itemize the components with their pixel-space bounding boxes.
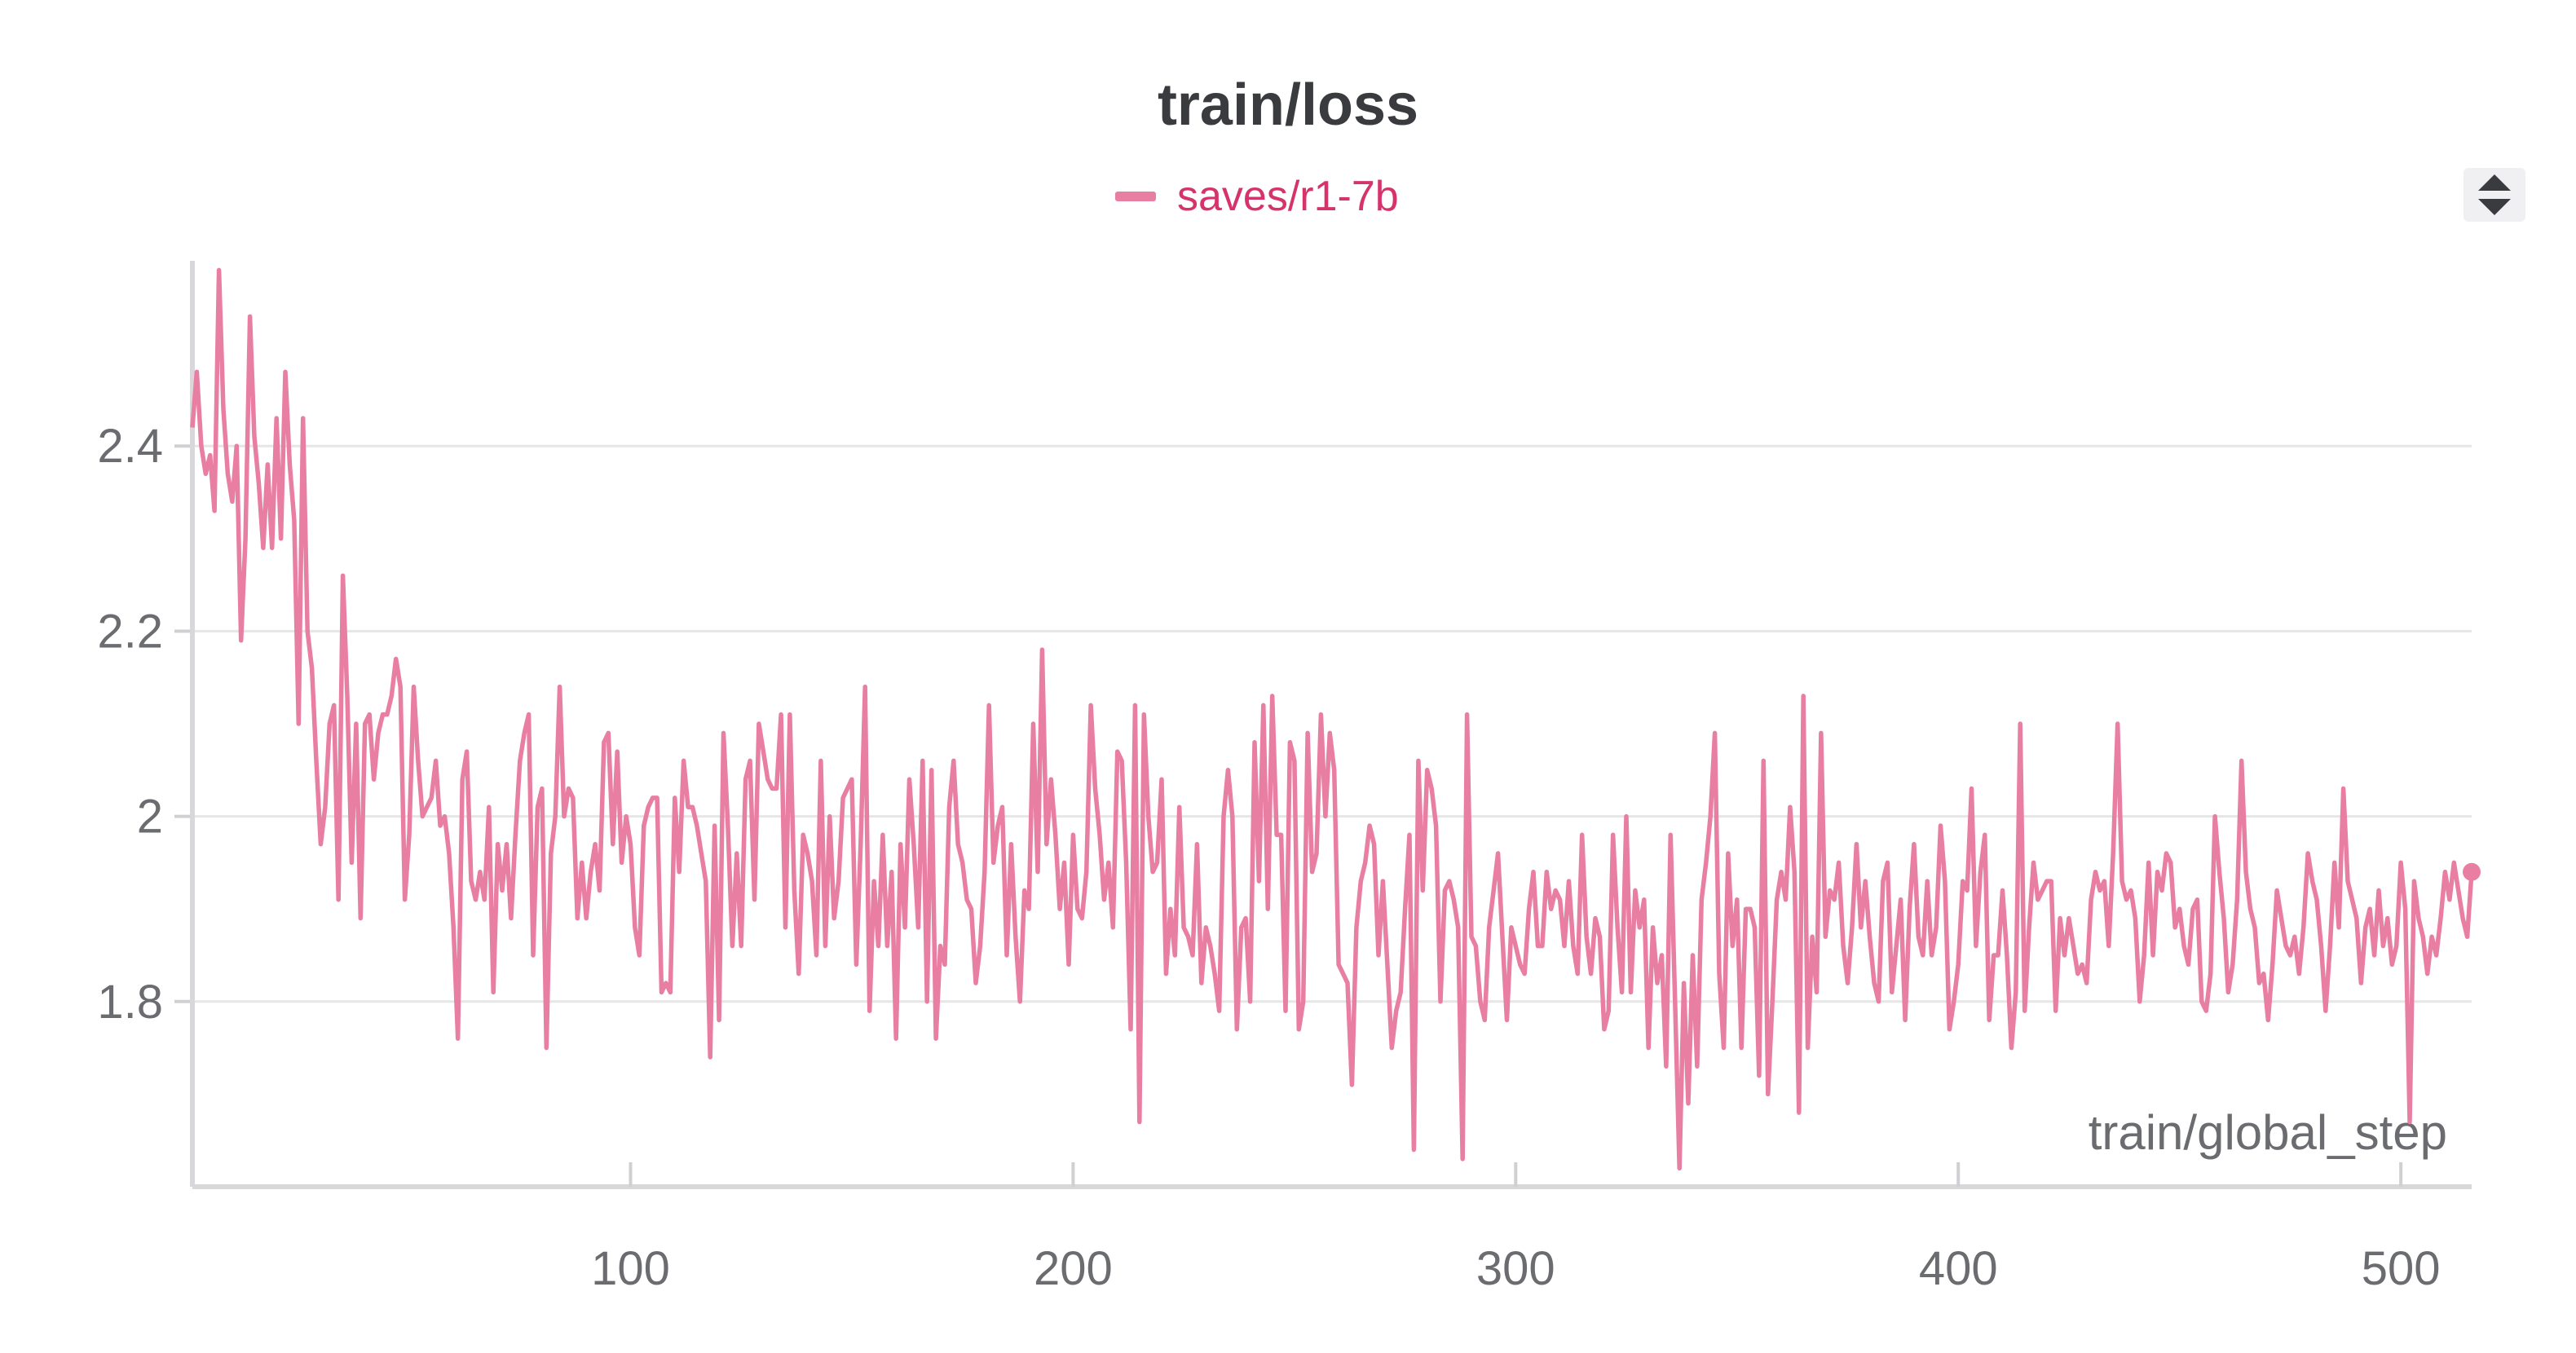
x-tick-label: 300 xyxy=(1476,1242,1555,1295)
series-line-saves-r1-7b xyxy=(190,267,2474,1171)
y-tick-label: 2 xyxy=(137,791,163,844)
scroll-down-icon[interactable] xyxy=(2478,199,2511,215)
x-tick-label: 500 xyxy=(2362,1242,2441,1295)
chart-title: train/loss xyxy=(1157,73,1419,138)
x-axis-title: train/global_step xyxy=(2089,1105,2447,1160)
y-tick-label: 2.2 xyxy=(97,605,163,658)
legend-scroll-control[interactable] xyxy=(2464,168,2525,222)
legend-series-label: saves/r1-7b xyxy=(1177,173,1399,220)
y-tick-label: 1.8 xyxy=(97,976,163,1029)
series-end-point xyxy=(2463,862,2481,881)
legend[interactable]: saves/r1-7b xyxy=(1115,168,1399,225)
x-tick-label: 100 xyxy=(591,1242,670,1295)
scroll-up-icon[interactable] xyxy=(2478,174,2511,191)
x-tick-label: 200 xyxy=(1034,1242,1113,1295)
legend-swatch xyxy=(1115,192,1156,201)
y-tick-label: 2.4 xyxy=(97,420,163,473)
x-tick-label: 400 xyxy=(1919,1242,1998,1295)
